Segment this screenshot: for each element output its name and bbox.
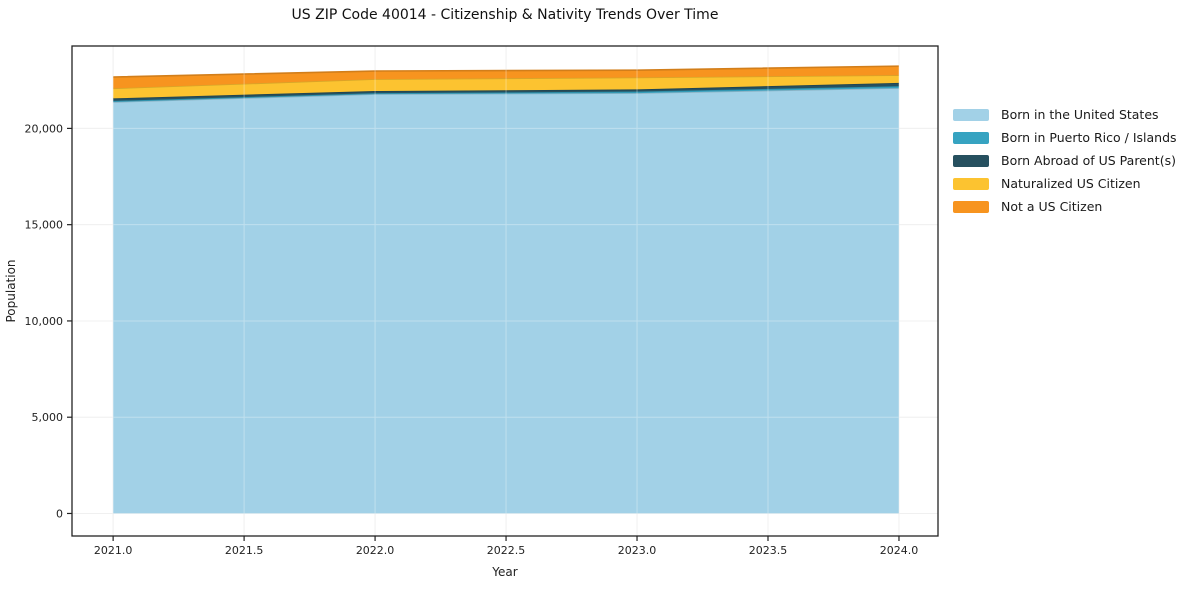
x-tick-label: 2023.0 (618, 544, 657, 557)
legend: Born in the United States Born in Puerto… (953, 107, 1177, 224)
area-naturalized-us-citizen (113, 75, 899, 99)
chart-title: US ZIP Code 40014 - Citizenship & Nativi… (291, 7, 719, 23)
legend-swatch-naturalized-us-citizen (953, 178, 989, 190)
legend-item: Naturalized US Citizen (953, 176, 1177, 191)
y-tick-label: 20,000 (25, 122, 64, 135)
legend-swatch-born-in-the-united-states (953, 109, 989, 121)
area-born-in-the-united-states (113, 88, 899, 514)
x-tick-label: 2021.5 (225, 544, 264, 557)
y-tick-label: 15,000 (25, 219, 64, 232)
y-tick-label: 5,000 (32, 411, 64, 424)
x-tick-label: 2024.0 (880, 544, 919, 557)
area-born-abroad-of-us-parent-s (113, 82, 899, 101)
x-tick-label: 2022.5 (487, 544, 526, 557)
legend-label: Not a US Citizen (1001, 199, 1103, 214)
legend-swatch-born-in-puerto-rico-islands (953, 132, 989, 144)
x-axis-label: Year (491, 565, 517, 579)
legend-item: Born in Puerto Rico / Islands (953, 130, 1177, 145)
y-axis-label: Population (4, 259, 18, 322)
tick-labels: 2021.0 2021.5 2022.0 2022.5 2023.0 2023.5 2024… (25, 122, 919, 557)
legend-label: Born Abroad of US Parent(s) (1001, 153, 1176, 168)
area-edge-born-in-the-united-states (113, 87, 899, 103)
y-tick-label: 10,000 (25, 315, 64, 328)
area-series-group (113, 65, 899, 514)
x-tick-label: 2023.5 (749, 544, 788, 557)
legend-label: Born in Puerto Rico / Islands (1001, 130, 1177, 145)
legend-item: Born Abroad of US Parent(s) (953, 153, 1177, 168)
axis-ticks (67, 127, 900, 541)
legend-item: Born in the United States (953, 107, 1177, 122)
x-tick-label: 2021.0 (94, 544, 133, 557)
y-tick-label: 0 (56, 507, 63, 520)
area-edge-naturalized-us-citizen (113, 74, 899, 90)
legend-swatch-born-abroad-of-us-parent-s (953, 155, 989, 167)
area-edge-not-a-us-citizen (113, 65, 899, 78)
x-tick-label: 2022.0 (356, 544, 395, 557)
legend-label: Naturalized US Citizen (1001, 176, 1141, 191)
plot-border (71, 45, 939, 537)
area-not-a-us-citizen (113, 66, 899, 89)
legend-swatch-not-a-us-citizen (953, 201, 989, 213)
gridlines-overlay (72, 46, 938, 536)
legend-item: Not a US Citizen (953, 199, 1177, 214)
legend-label: Born in the United States (1001, 107, 1159, 122)
